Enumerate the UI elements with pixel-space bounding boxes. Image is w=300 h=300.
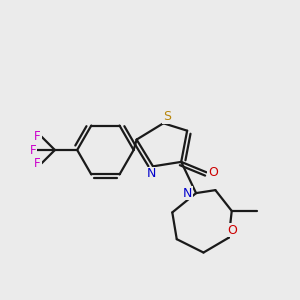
Text: F: F [30, 143, 37, 157]
Text: O: O [227, 224, 237, 237]
Text: F: F [34, 130, 41, 143]
Text: N: N [147, 167, 156, 180]
Text: O: O [208, 166, 218, 179]
Text: S: S [163, 110, 171, 123]
Text: F: F [34, 157, 41, 170]
Text: N: N [183, 187, 192, 200]
